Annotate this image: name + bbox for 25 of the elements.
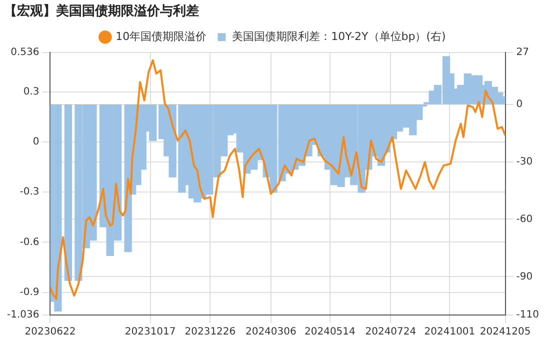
y2-tick-label: -110 xyxy=(516,310,540,321)
y-tick-label: -1.036 xyxy=(6,310,40,321)
legend-label: 10年国债期限溢价 xyxy=(116,30,207,43)
y2-tick-label: -30 xyxy=(516,156,533,168)
y2-tick-label: 27 xyxy=(516,47,530,58)
x-tick-label: 20240514 xyxy=(304,326,356,338)
x-tick-label: 20240724 xyxy=(365,326,416,338)
y-tick-label: 0 xyxy=(32,136,40,148)
bar xyxy=(64,104,72,281)
x-tick-label: 20230622 xyxy=(24,326,76,338)
y-tick-label: -0.3 xyxy=(20,186,40,198)
x-tick-label: 20241001 xyxy=(424,326,476,338)
y2-tick-label: -60 xyxy=(516,214,533,225)
x-tick-label: 20231017 xyxy=(124,326,176,338)
y-tick-label: 0.536 xyxy=(10,47,40,58)
x-tick-label: 20240306 xyxy=(245,326,296,338)
y-tick-label: -0.9 xyxy=(20,286,40,298)
y2-tick-label: -90 xyxy=(516,271,533,282)
y-tick-label: 0.3 xyxy=(23,86,40,98)
legend-label: 美国国债期限利差：10Y-2Y（单位bp）(右) xyxy=(232,30,446,43)
x-tick-label: 20241205 xyxy=(480,326,531,338)
chart-title: 【宏观】美国国债期限溢价与利差 xyxy=(4,3,199,20)
y-tick-label: -0.6 xyxy=(20,236,40,248)
x-tick-label: 20231226 xyxy=(184,326,236,338)
y2-tick-label: 0 xyxy=(516,98,523,110)
